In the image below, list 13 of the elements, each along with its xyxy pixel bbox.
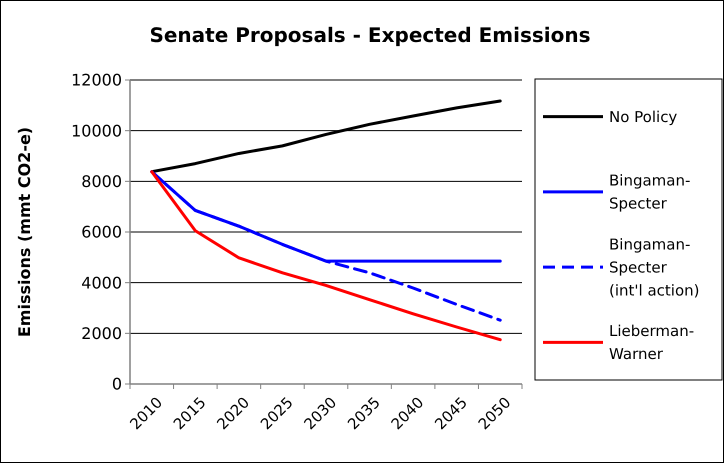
y-tick-label: 12000: [71, 70, 122, 90]
y-tick-label: 2000: [81, 324, 122, 343]
y-tick-label: 0: [112, 374, 122, 394]
y-tick-label: 8000: [81, 172, 122, 191]
y-tick-label: 10000: [71, 121, 122, 140]
legend-label: Lieberman-Warner: [609, 322, 694, 364]
legend-label: Bingaman-Specter: [609, 172, 690, 213]
chart-title: Senate Proposals - Expected Emissions: [149, 23, 591, 47]
legend-label: Bingaman-Specter (int'l action): [609, 235, 700, 300]
y-axis-title: Emissions (mmt CO2-e): [15, 126, 34, 338]
legend-label: No Policy: [609, 108, 678, 126]
y-tick-label: 4000: [81, 273, 122, 292]
y-tick-label: 6000: [81, 222, 122, 242]
